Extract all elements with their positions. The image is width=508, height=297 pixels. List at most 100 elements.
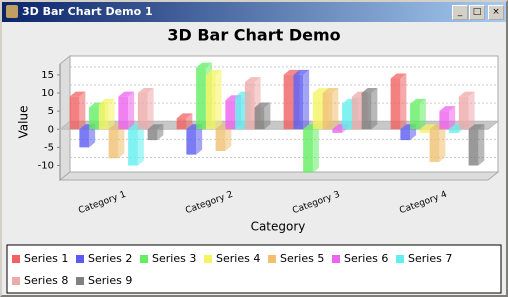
bar-side — [332, 88, 339, 130]
close-button[interactable]: × — [488, 5, 504, 20]
x-axis-label: Category — [251, 220, 306, 234]
bar-top — [147, 124, 164, 130]
bar-side — [89, 124, 96, 148]
bar-top — [390, 73, 407, 79]
bar-top — [410, 98, 426, 104]
bar-top — [69, 91, 86, 97]
y-tick-label: -10 — [38, 161, 54, 172]
bar — [449, 129, 459, 133]
legend-swatch — [76, 255, 84, 263]
bar-top — [361, 88, 378, 93]
x-tick-label: Category 2 — [184, 190, 234, 216]
bar — [303, 129, 313, 173]
legend-label: Series 1 — [24, 252, 68, 265]
y-tick-label: 5 — [48, 106, 54, 117]
bar-top — [196, 62, 212, 68]
bar-top — [293, 69, 310, 75]
bar-top — [419, 124, 436, 130]
bar — [205, 74, 216, 130]
bar-top — [118, 91, 135, 97]
legend-label: Series 3 — [152, 252, 196, 265]
bar-side — [147, 88, 154, 130]
x-tick-label: Category 1 — [77, 190, 127, 216]
bar — [458, 96, 469, 130]
bar-side — [400, 73, 407, 130]
legend-swatch — [396, 255, 404, 263]
bar — [108, 129, 119, 159]
floor — [58, 171, 500, 181]
maximize-button[interactable]: □ — [469, 5, 485, 20]
bar-side — [128, 91, 135, 130]
legend-swatch — [332, 255, 340, 263]
legend-swatch — [204, 255, 212, 263]
legend-label: Series 2 — [88, 252, 132, 265]
window-title: 3D Bar Chart Demo 1 — [22, 5, 153, 18]
legend-swatch — [12, 277, 20, 285]
legend-swatch — [268, 255, 276, 263]
bar-side — [371, 88, 378, 130]
legend-label: Series 8 — [24, 274, 68, 287]
bar — [254, 107, 265, 130]
bar — [118, 96, 129, 130]
y-tick-label: 15 — [41, 70, 54, 81]
bar-top — [468, 124, 485, 130]
window-icon — [6, 5, 18, 18]
bar — [361, 93, 372, 130]
bar-side — [157, 124, 164, 141]
bar — [468, 129, 479, 166]
title-bar: 3D Bar Chart Demo 1 _ □ × — [2, 2, 506, 22]
bar-side — [303, 69, 310, 130]
bar — [439, 111, 450, 130]
bar-side — [449, 106, 456, 130]
legend-label: Series 6 — [344, 252, 388, 265]
y-tick-label: 0 — [48, 124, 54, 135]
bar — [400, 129, 411, 141]
bar-side — [468, 91, 475, 130]
bar — [79, 129, 90, 148]
x-tick-label: Category 4 — [398, 190, 448, 216]
bar — [312, 93, 323, 130]
side-wall — [59, 54, 71, 182]
bar-side — [79, 91, 86, 130]
chart-title: 3D Bar Chart Demo — [167, 26, 340, 45]
bar-side — [478, 124, 485, 166]
legend-label: Series 4 — [216, 252, 260, 265]
bar-top — [137, 88, 154, 93]
bar-top — [176, 113, 193, 119]
chart: 3D Bar Chart Demo -10 -5 0 5 10 15 Value Categor… — [6, 26, 502, 294]
bar-side — [225, 124, 232, 151]
minimize-button[interactable]: _ — [452, 5, 468, 20]
bar — [147, 129, 158, 141]
bar-top — [439, 106, 456, 112]
bar-top — [244, 77, 261, 83]
bar — [293, 74, 304, 130]
y-tick-label: 10 — [41, 88, 54, 99]
bar — [390, 78, 401, 130]
bar-side — [137, 124, 144, 166]
legend-label: Series 9 — [88, 274, 132, 287]
bar-side — [419, 98, 426, 130]
bar — [89, 107, 99, 130]
bar — [98, 103, 109, 130]
legend-label: Series 7 — [408, 252, 452, 265]
bar — [128, 129, 138, 166]
x-tick-label: Category 3 — [291, 190, 341, 216]
bar — [332, 129, 343, 133]
bar-side — [108, 98, 115, 130]
legend-swatch — [140, 255, 148, 263]
bar-top — [254, 102, 271, 108]
bar — [419, 129, 430, 133]
bar — [342, 103, 352, 130]
bar-top — [322, 88, 339, 93]
legend-swatch — [76, 277, 84, 285]
bar-side — [186, 113, 193, 130]
bar — [69, 96, 80, 130]
bar-side — [196, 124, 203, 155]
bar-top — [283, 69, 300, 75]
bar — [283, 74, 294, 130]
bar-side — [118, 124, 125, 159]
bar-top — [205, 69, 222, 75]
bar-side — [264, 102, 271, 130]
bar-side — [312, 124, 319, 173]
